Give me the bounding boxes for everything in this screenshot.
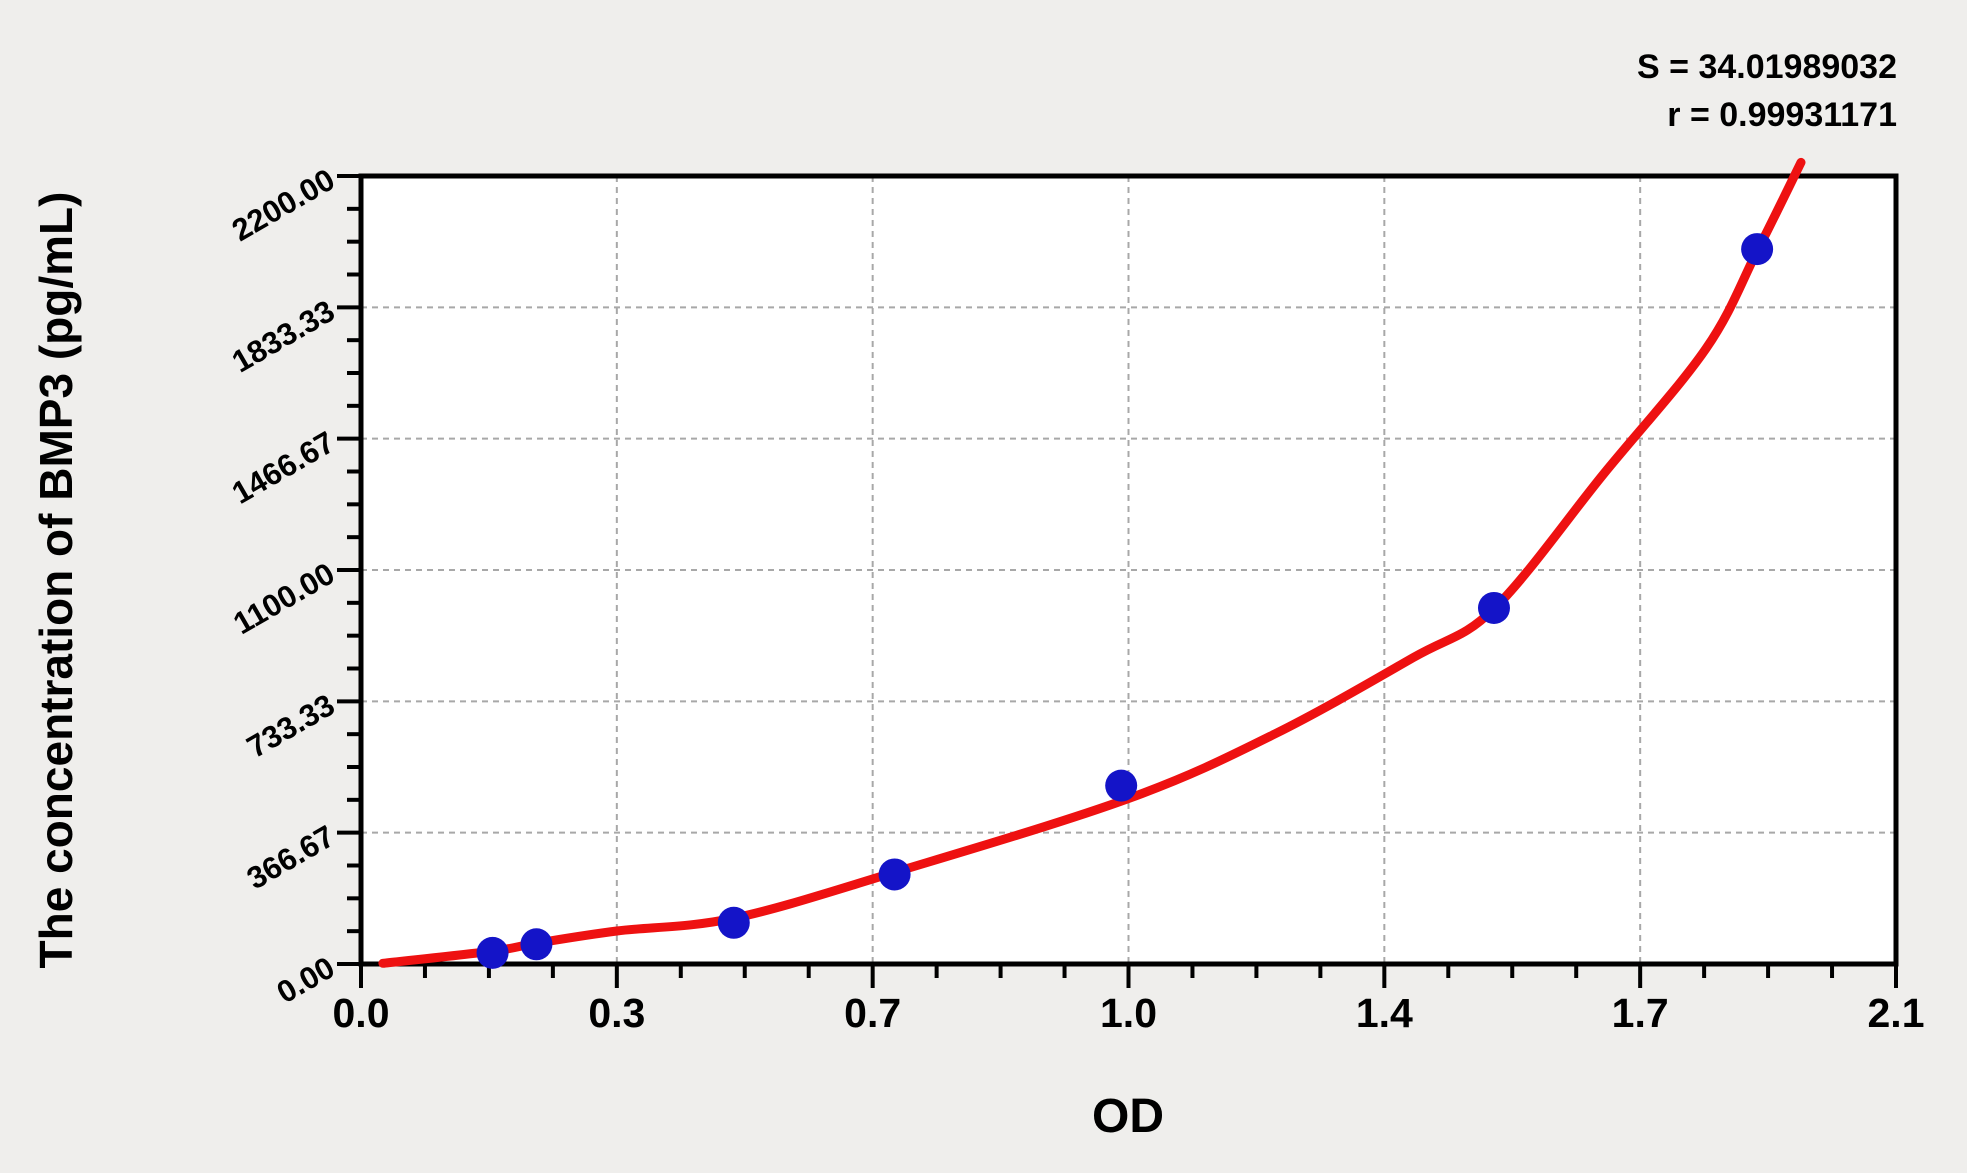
- y-tick-label: 733.33: [241, 687, 341, 765]
- plot-area: [361, 176, 1896, 964]
- y-tick-label: 2200.00: [226, 162, 341, 248]
- x-tick-label: 0.7: [844, 990, 901, 1036]
- data-point: [717, 906, 750, 939]
- data-point: [1105, 769, 1138, 802]
- x-tick-label: 1.7: [1612, 990, 1669, 1036]
- x-tick-label: 0.3: [588, 990, 645, 1036]
- y-tick-label: 0.00: [271, 950, 341, 1010]
- stat-r-value: r = 0.99931171: [1667, 96, 1897, 134]
- x-tick-label: 1.0: [1100, 990, 1157, 1036]
- x-tick-label: 1.4: [1356, 990, 1413, 1036]
- data-point: [520, 928, 553, 961]
- y-tick-label: 1833.33: [226, 293, 341, 379]
- y-tick-label: 366.67: [241, 818, 341, 896]
- y-tick-label: 1466.67: [226, 424, 341, 510]
- data-point: [878, 858, 911, 891]
- y-tick-label: 1100.00: [227, 556, 340, 641]
- x-tick-label: 2.1: [1868, 990, 1925, 1036]
- data-point: [1477, 591, 1510, 624]
- x-axis-title: OD: [1092, 1090, 1164, 1143]
- chart-generated-layer: 0.0 0.3 0.7 1.0 1.4 1.7 2.1 0.00 366.67 733.33 110…: [226, 157, 1925, 1036]
- data-point: [1741, 233, 1774, 266]
- y-axis-title: The concentration of BMP3 (pg/mL): [30, 192, 82, 969]
- stat-s-value: S = 34.01989032: [1637, 48, 1897, 86]
- fit-curve: [378, 157, 1806, 968]
- plot-frame: [358, 173, 1899, 967]
- data-point: [476, 936, 509, 969]
- x-tick-label: 0.0: [333, 990, 390, 1036]
